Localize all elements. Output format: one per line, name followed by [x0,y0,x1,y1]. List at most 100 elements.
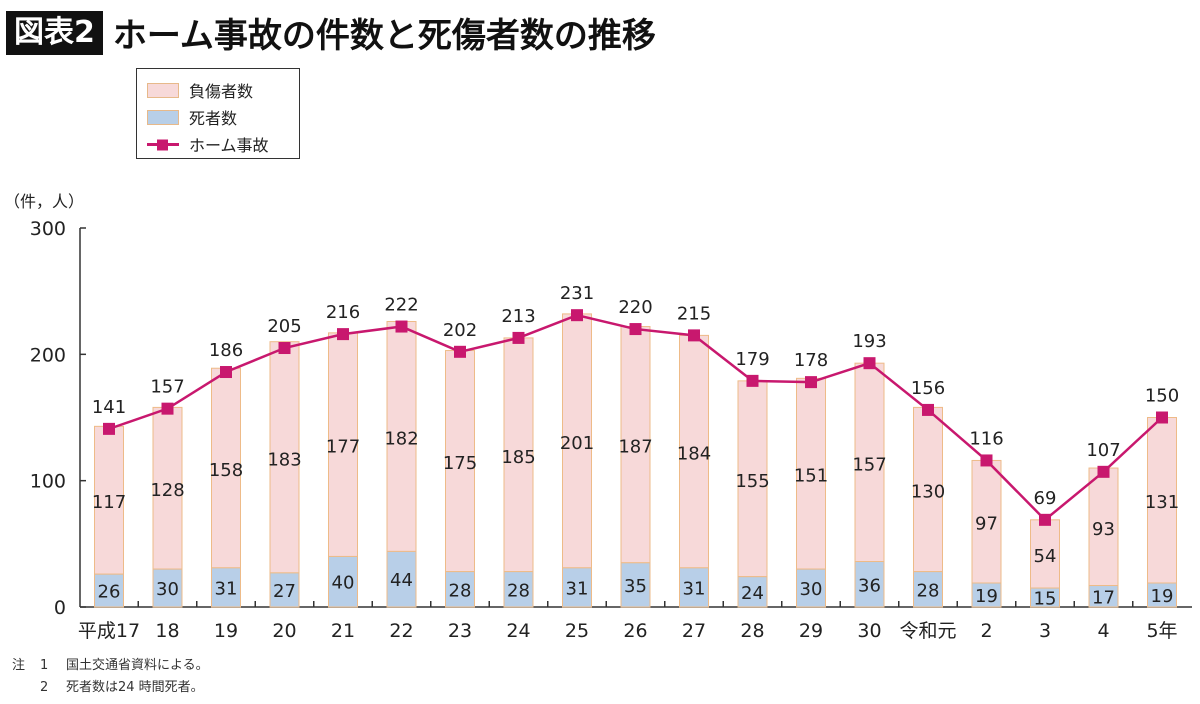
y-tick-label: 200 [30,344,66,366]
bar-deaths [503,571,534,608]
x-tick-label: 5年 [1146,620,1177,642]
data-label-deaths: 35 [624,576,647,597]
point-accidents [1039,513,1051,526]
bar-deaths [445,571,475,608]
legend-swatch-deaths [147,109,179,125]
point-accidents [395,320,408,333]
data-label-accidents: 216 [326,302,360,323]
point-accidents [1156,411,1168,424]
bar-deaths [913,571,943,608]
bar-deaths [971,582,1002,608]
data-label-accidents: 179 [735,349,769,370]
data-label-injured: 177 [326,437,360,458]
bar-deaths [737,576,768,608]
x-tick-label: 25 [565,620,589,642]
data-label-deaths: 31 [683,578,706,599]
data-label-accidents: 220 [618,297,652,318]
legend-swatch-injured [147,82,179,98]
note-number: 2 [40,680,49,695]
bar-injured [445,350,475,573]
data-label-accidents: 231 [560,283,594,304]
data-label-injured: 158 [209,460,243,481]
data-label-accidents: 213 [501,306,535,327]
bar-injured [913,406,943,573]
data-label-injured: 54 [1034,546,1057,567]
bar-deaths [152,568,183,608]
point-accidents [746,374,759,387]
data-label-accidents: 202 [443,320,477,341]
data-label-injured: 157 [852,454,886,475]
data-label-accidents: 178 [794,350,828,371]
y-axis-unit: （件，人） [4,192,85,211]
x-tick-label: 令和元 [899,620,956,642]
data-label-injured: 182 [384,428,418,449]
legend-item-accidents: ホーム事故 [147,132,269,156]
bar-deaths [1147,582,1177,608]
point-accidents [278,342,291,355]
point-accidents [863,357,876,370]
data-label-deaths: 36 [858,575,881,596]
data-label-accidents: 157 [150,377,184,398]
data-label-accidents: 107 [1086,440,1120,461]
figure-badge: 図表2 [6,10,103,55]
legend-label: 負傷者数 [189,82,254,101]
point-accidents [512,331,525,344]
data-label-injured: 184 [677,444,711,465]
data-label-deaths: 28 [917,580,940,601]
data-label-injured: 151 [794,466,828,487]
x-tick-label: 24 [506,620,530,642]
data-label-deaths: 15 [1034,589,1057,610]
data-label-injured: 97 [975,514,998,535]
note-text: 国土交通省資料による。 [66,658,209,673]
data-label-accidents: 69 [1034,488,1057,509]
data-label-deaths: 27 [273,581,296,602]
bar-injured [503,337,534,573]
data-label-deaths: 24 [741,583,764,604]
data-label-accidents: 222 [384,295,418,316]
data-label-deaths: 26 [98,582,121,603]
data-label-injured: 93 [1092,519,1115,540]
bar-injured [386,320,417,552]
bar-deaths [620,562,651,608]
data-label-deaths: 19 [975,586,998,607]
legend: 負傷者数 死者数 ホーム事故 [136,68,300,159]
data-label-injured: 187 [618,437,652,458]
x-tick-label: 29 [799,620,823,642]
x-tick-label: 平成17 [78,620,140,642]
data-label-accidents: 156 [911,378,945,399]
x-tick-label: 4 [1097,620,1109,642]
data-label-accidents: 150 [1145,386,1179,407]
x-tick-label: 27 [682,620,706,642]
y-tick-label: 300 [30,218,66,240]
point-accidents [571,309,583,322]
bar-injured [1088,467,1119,587]
data-label-injured: 175 [443,453,477,474]
x-tick-label: 21 [331,620,355,642]
y-tick-label: 100 [30,471,66,493]
data-label-accidents: 215 [677,303,711,324]
y-tick-label: 0 [54,597,66,619]
x-tick-label: 22 [389,620,413,642]
point-accidents [1097,465,1110,478]
data-label-deaths: 30 [156,579,179,600]
bar-deaths [854,561,885,608]
data-label-deaths: 28 [507,580,530,601]
data-label-accidents: 186 [209,340,243,361]
header: 図表2 ホーム事故の件数と死傷者数の推移 [6,8,656,57]
x-tick-label: 26 [623,620,647,642]
data-label-injured: 128 [150,480,184,501]
data-label-deaths: 30 [800,579,823,600]
bar-deaths [94,573,124,608]
bar-injured [562,313,592,569]
data-label-deaths: 17 [1092,587,1115,608]
notes-prefix: 注 [12,658,26,673]
point-accidents [161,402,174,415]
data-label-deaths: 19 [1151,586,1174,607]
bar-deaths [562,567,592,608]
data-label-accidents: 116 [969,428,1003,449]
point-accidents [805,376,817,389]
data-label-injured: 130 [911,482,945,503]
x-tick-label: 30 [857,620,881,642]
legend-label: 死者数 [189,109,238,128]
